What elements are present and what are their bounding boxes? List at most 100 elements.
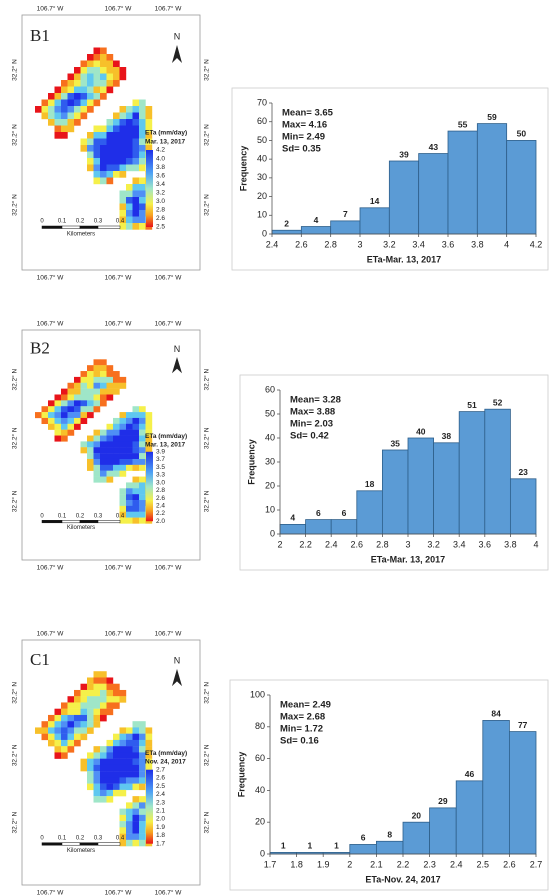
colorbar-label: 3.4 bbox=[156, 181, 165, 188]
map-pixel bbox=[80, 80, 88, 87]
map-pixel bbox=[126, 752, 133, 759]
map-pixel bbox=[126, 746, 133, 753]
longitude-label: 106.7° W bbox=[37, 630, 65, 638]
colorbar-label: 3.6 bbox=[156, 172, 165, 179]
map-pixel bbox=[80, 727, 88, 734]
map-pixel bbox=[87, 696, 94, 703]
map-pixel bbox=[74, 80, 81, 87]
map-pixel bbox=[100, 441, 107, 448]
map-pixel bbox=[87, 783, 94, 791]
map-pixel bbox=[139, 783, 146, 791]
map-pixel bbox=[54, 429, 62, 436]
map-pixel bbox=[132, 488, 140, 495]
map-pixel bbox=[74, 714, 81, 722]
map-pixel bbox=[106, 376, 114, 383]
bar bbox=[476, 123, 508, 235]
map-pixel bbox=[106, 447, 114, 454]
map-pixel bbox=[106, 67, 114, 74]
map-pixel bbox=[100, 714, 107, 722]
scale-segment bbox=[79, 842, 99, 846]
map-pixel bbox=[132, 197, 140, 204]
longitude-label: 106.7° W bbox=[105, 889, 133, 895]
map-pixel bbox=[74, 106, 81, 113]
map-pixel bbox=[126, 203, 133, 211]
map-pixel bbox=[100, 429, 107, 436]
map-pixel bbox=[132, 821, 140, 828]
map-pixel bbox=[67, 394, 75, 401]
map-pixel bbox=[106, 441, 114, 448]
map-pixel bbox=[139, 777, 146, 784]
colorbar bbox=[146, 451, 153, 522]
map-pixel bbox=[126, 517, 133, 524]
map-pixel bbox=[106, 783, 114, 791]
map-pixel bbox=[113, 158, 120, 165]
colorbar-label: 3.2 bbox=[156, 189, 165, 196]
map-pixel bbox=[100, 151, 107, 159]
map-pixel bbox=[119, 119, 127, 126]
y-tick-label: 30 bbox=[265, 456, 275, 466]
map-pixel bbox=[139, 488, 146, 495]
map-pixel bbox=[119, 164, 127, 172]
map-pixel bbox=[100, 371, 107, 378]
map-pixel bbox=[100, 86, 107, 94]
map-pixel bbox=[119, 689, 127, 697]
data-label: 1 bbox=[308, 841, 313, 851]
map-pixel bbox=[119, 453, 127, 460]
y-tick-label: 60 bbox=[265, 384, 275, 394]
map-pixel bbox=[80, 106, 88, 113]
colorbar-label: 4.2 bbox=[156, 147, 165, 154]
map-pixel bbox=[93, 47, 101, 55]
map-pixel bbox=[139, 417, 146, 425]
y-tick-label: 60 bbox=[257, 116, 267, 126]
map-pixel bbox=[119, 210, 127, 217]
map-pixel bbox=[54, 125, 62, 133]
map-pixel bbox=[80, 758, 88, 766]
map-pixel bbox=[119, 511, 127, 518]
map-pixel bbox=[106, 171, 114, 178]
map-pixel bbox=[132, 210, 140, 217]
data-label: 50 bbox=[517, 129, 527, 139]
map-pixel bbox=[100, 752, 107, 759]
map-pixel bbox=[41, 412, 49, 419]
map-pixel bbox=[87, 388, 94, 395]
map-pixel bbox=[74, 388, 81, 395]
bar bbox=[359, 207, 390, 235]
map-pixel bbox=[139, 827, 146, 834]
data-label: 6 bbox=[342, 508, 347, 518]
legend-title: ETa (mm/day) bbox=[145, 130, 187, 137]
y-tick-label: 50 bbox=[257, 135, 267, 145]
map-pixel bbox=[113, 388, 120, 395]
map-pixel bbox=[119, 412, 127, 419]
map-pixel bbox=[145, 417, 153, 425]
map-pixel bbox=[87, 453, 94, 460]
map-pixel bbox=[80, 689, 88, 697]
map-pixel bbox=[54, 733, 62, 741]
map-pixel bbox=[93, 671, 101, 678]
y-tick-label: 60 bbox=[255, 753, 265, 763]
stat-annotation: Sd= 0.35 bbox=[282, 144, 322, 155]
map-pixel bbox=[132, 839, 140, 847]
latitude-label: 32.2° N bbox=[203, 194, 211, 216]
bar bbox=[429, 807, 457, 855]
map-pixel bbox=[132, 106, 140, 113]
longitude-label: 106.7° W bbox=[105, 274, 133, 282]
colorbar-label: 2.4 bbox=[156, 503, 165, 510]
map-pixel bbox=[113, 789, 120, 797]
map-pixel bbox=[126, 500, 133, 507]
map-pixel bbox=[106, 683, 114, 691]
map-pixel bbox=[132, 464, 140, 471]
scale-label: 0.2 bbox=[76, 835, 85, 841]
map-pixel bbox=[139, 216, 146, 224]
map-pixel bbox=[132, 435, 140, 442]
map-pixel bbox=[139, 177, 146, 185]
map-pixel bbox=[113, 739, 120, 747]
map-pixel bbox=[93, 406, 101, 413]
map-pixel bbox=[126, 412, 133, 419]
y-tick-label: 20 bbox=[265, 480, 275, 490]
map-pixel bbox=[106, 125, 114, 133]
colorbar-label: 3.5 bbox=[156, 464, 165, 471]
colorbar-label: 3.0 bbox=[156, 198, 165, 205]
map-pixel bbox=[74, 727, 81, 734]
map-pixel bbox=[132, 184, 140, 191]
